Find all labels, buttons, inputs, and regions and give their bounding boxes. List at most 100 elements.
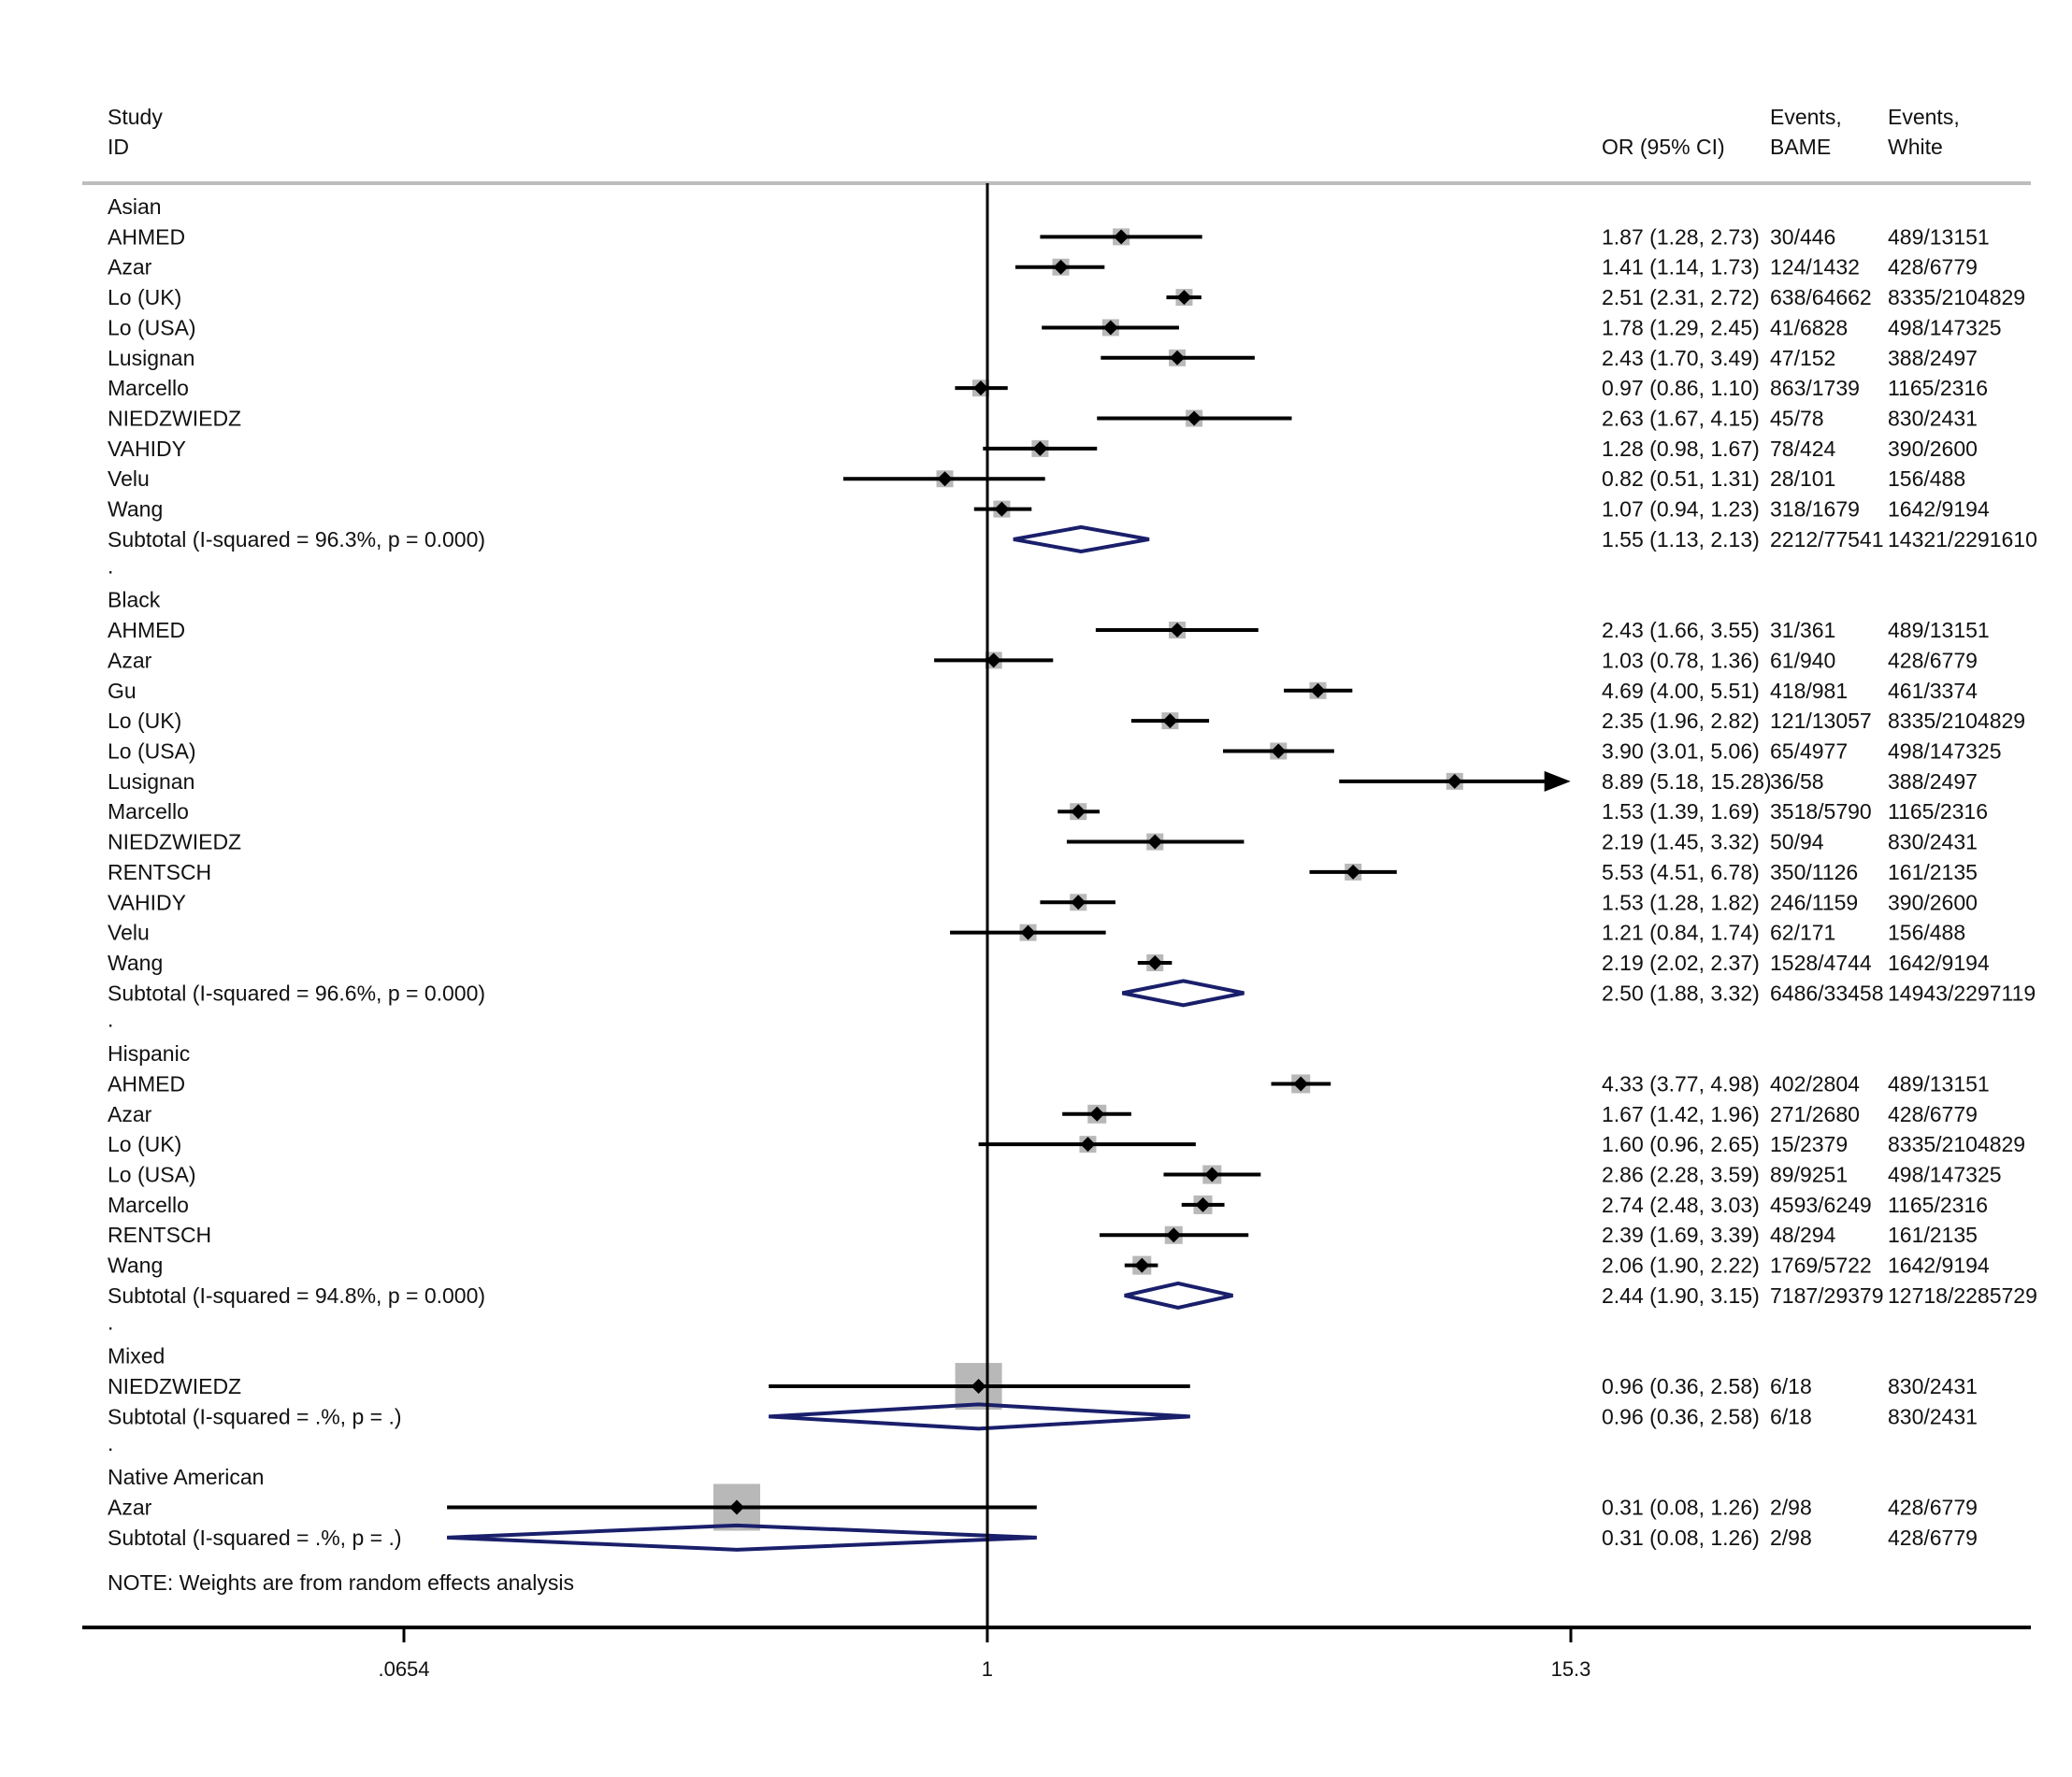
study-row: NIEDZWIEDZ 0.96 (0.36, 2.58) 6/18 830/2431 (108, 1363, 1978, 1411)
group-label: Black (108, 588, 161, 612)
study-row: Marcello 2.74 (2.48, 3.03) 4593/6249 1165/2… (108, 1193, 1988, 1217)
events-white: 489/13151 (1888, 1071, 1990, 1096)
group-label: Mixed (108, 1344, 165, 1369)
weights-note: NOTE: Weights are from random effects an… (108, 1570, 574, 1595)
events-bame: 638/64662 (1770, 285, 1872, 309)
events-white: 1642/9194 (1888, 1254, 1990, 1278)
subtotal-label: Subtotal (I-squared = .%, p = .) (108, 1404, 402, 1428)
study-id: Lo (UK) (108, 709, 181, 733)
events-white: 428/6779 (1888, 648, 1978, 672)
or-ci-value: 1.53 (1.28, 1.82) (1602, 890, 1760, 914)
or-ci-value: 2.43 (1.70, 3.49) (1602, 346, 1760, 370)
study-row: Lo (USA) 2.86 (2.28, 3.59) 89/9251 498/1473… (108, 1163, 2002, 1187)
subtotal-diamond (1124, 1281, 1233, 1311)
study-id: VAHIDY (108, 437, 186, 461)
study-row: RENTSCH 2.39 (1.69, 3.39) 48/294 161/2135 (108, 1223, 1978, 1247)
study-row: Lo (UK) 2.51 (2.31, 2.72) 638/64662 8335/21… (108, 285, 2025, 309)
study-id: Azar (108, 648, 152, 672)
events-bame: 124/1432 (1770, 255, 1860, 279)
or-ci-value: 1.03 (0.78, 1.36) (1602, 648, 1760, 672)
point-estimate (1170, 623, 1186, 638)
subtotal-events-bame: 6/18 (1770, 1404, 1812, 1428)
group-separator: . (108, 553, 113, 578)
study-id: Wang (108, 497, 163, 522)
subtotal-events-white: 12718/2285729 (1888, 1283, 2037, 1308)
point-estimate (1293, 1076, 1309, 1092)
subtotal-or-ci: 1.55 (1.13, 2.13) (1602, 527, 1760, 552)
study-row: Lusignan 2.43 (1.70, 3.49) 47/152 388/2497 (108, 346, 1978, 370)
header-events-white-line2: White (1888, 135, 1943, 159)
study-row: VAHIDY 1.28 (0.98, 1.67) 78/424 390/2600 (108, 437, 1978, 461)
study-id: Lo (USA) (108, 315, 196, 339)
or-ci-value: 1.41 (1.14, 1.73) (1602, 255, 1760, 279)
events-white: 1165/2316 (1888, 1193, 1988, 1217)
events-bame: 3518/5790 (1770, 799, 1872, 824)
study-row: Azar 1.03 (0.78, 1.36) 61/940 428/6779 (108, 648, 1978, 672)
events-bame: 246/1159 (1770, 890, 1858, 914)
study-id: AHMED (108, 1071, 185, 1096)
events-white: 390/2600 (1888, 890, 1978, 914)
table-header: Study ID OR (95% CI) Events, BAME Events… (108, 105, 1960, 159)
subtotal-row: Subtotal (I-squared = .%, p = .) 0.31 (0.… (108, 1523, 1978, 1552)
study-row: Azar 1.41 (1.14, 1.73) 124/1432 428/6779 (108, 255, 1978, 279)
group-label: Asian (108, 194, 162, 219)
subtotal-events-bame: 2/98 (1770, 1526, 1812, 1550)
point-estimate (1345, 864, 1361, 880)
study-id: AHMED (108, 618, 185, 642)
or-ci-value: 2.86 (2.28, 3.59) (1602, 1163, 1760, 1187)
study-id: Lo (UK) (108, 285, 181, 309)
x-tick-label: 1 (982, 1657, 993, 1681)
point-estimate (1147, 955, 1163, 970)
events-bame: 50/94 (1770, 830, 1824, 854)
study-row: Gu 4.69 (4.00, 5.51) 418/981 461/3374 (108, 679, 1978, 703)
or-ci-value: 2.19 (2.02, 2.37) (1602, 951, 1760, 975)
point-estimate (1053, 259, 1069, 275)
group-black: Black AHMED 2.43 (1.66, 3.55) 31/361 489/131… (108, 588, 2036, 1032)
events-white: 489/13151 (1888, 224, 1990, 249)
events-bame: 28/101 (1770, 466, 1835, 491)
study-row: VAHIDY 1.53 (1.28, 1.82) 246/1159 390/2600 (108, 890, 1978, 914)
or-ci-value: 1.78 (1.29, 2.45) (1602, 315, 1760, 339)
or-ci-value: 2.51 (2.31, 2.72) (1602, 285, 1760, 309)
events-white: 428/6779 (1888, 1495, 1978, 1519)
study-id: Marcello (108, 1193, 189, 1217)
subtotal-row: Subtotal (I-squared = 94.8%, p = 0.000) 2… (108, 1281, 2037, 1311)
study-id: Velu (108, 921, 150, 945)
events-bame: 45/78 (1770, 407, 1824, 431)
point-estimate (1032, 440, 1048, 456)
study-id: Lo (USA) (108, 1163, 196, 1187)
events-white: 1165/2316 (1888, 799, 1988, 824)
events-white: 8335/2104829 (1888, 709, 2025, 733)
point-estimate (1071, 895, 1086, 910)
subtotal-label: Subtotal (I-squared = .%, p = .) (108, 1526, 402, 1550)
group-hispanic: Hispanic AHMED 4.33 (3.77, 4.98) 402/2804 48… (108, 1041, 2037, 1334)
subtotal-events-bame: 7187/29379 (1770, 1283, 1884, 1308)
point-estimate (1310, 682, 1326, 698)
group-asian: Asian AHMED 1.87 (1.28, 2.73) 30/446 489/131… (108, 194, 2037, 578)
point-estimate (1114, 229, 1130, 245)
or-ci-value: 4.69 (4.00, 5.51) (1602, 679, 1760, 703)
events-white: 1642/9194 (1888, 951, 1990, 975)
events-white: 428/6779 (1888, 1102, 1978, 1126)
study-id: NIEDZWIEDZ (108, 830, 241, 854)
events-white: 161/2135 (1888, 1223, 1978, 1247)
events-white: 830/2431 (1888, 830, 1978, 854)
group-native-american: Native American Azar 0.31 (0.08, 1.26) 2/98… (108, 1465, 1978, 1552)
events-bame: 48/294 (1770, 1223, 1836, 1247)
point-estimate (1204, 1167, 1220, 1182)
subtotal-label: Subtotal (I-squared = 96.6%, p = 0.000) (108, 981, 485, 1005)
study-id: NIEDZWIEDZ (108, 1374, 241, 1398)
or-ci-value: 0.96 (0.36, 2.58) (1602, 1374, 1760, 1398)
or-ci-value: 1.87 (1.28, 2.73) (1602, 224, 1760, 249)
group-separator: . (108, 1431, 113, 1455)
events-bame: 41/6828 (1770, 315, 1848, 339)
study-id: NIEDZWIEDZ (108, 407, 241, 431)
events-white: 8335/2104829 (1888, 1132, 2025, 1156)
or-ci-value: 0.97 (0.86, 1.10) (1602, 376, 1760, 400)
study-row: Lusignan 8.89 (5.18, 15.28)36/58 388/2497 (108, 769, 1978, 794)
header-id: ID (108, 135, 129, 159)
events-white: 498/147325 (1888, 738, 2002, 763)
study-row: Marcello 1.53 (1.39, 1.69) 3518/5790 1165/2… (108, 799, 1988, 824)
header-or-ci: OR (95% CI) (1602, 135, 1725, 159)
point-estimate (972, 380, 988, 396)
